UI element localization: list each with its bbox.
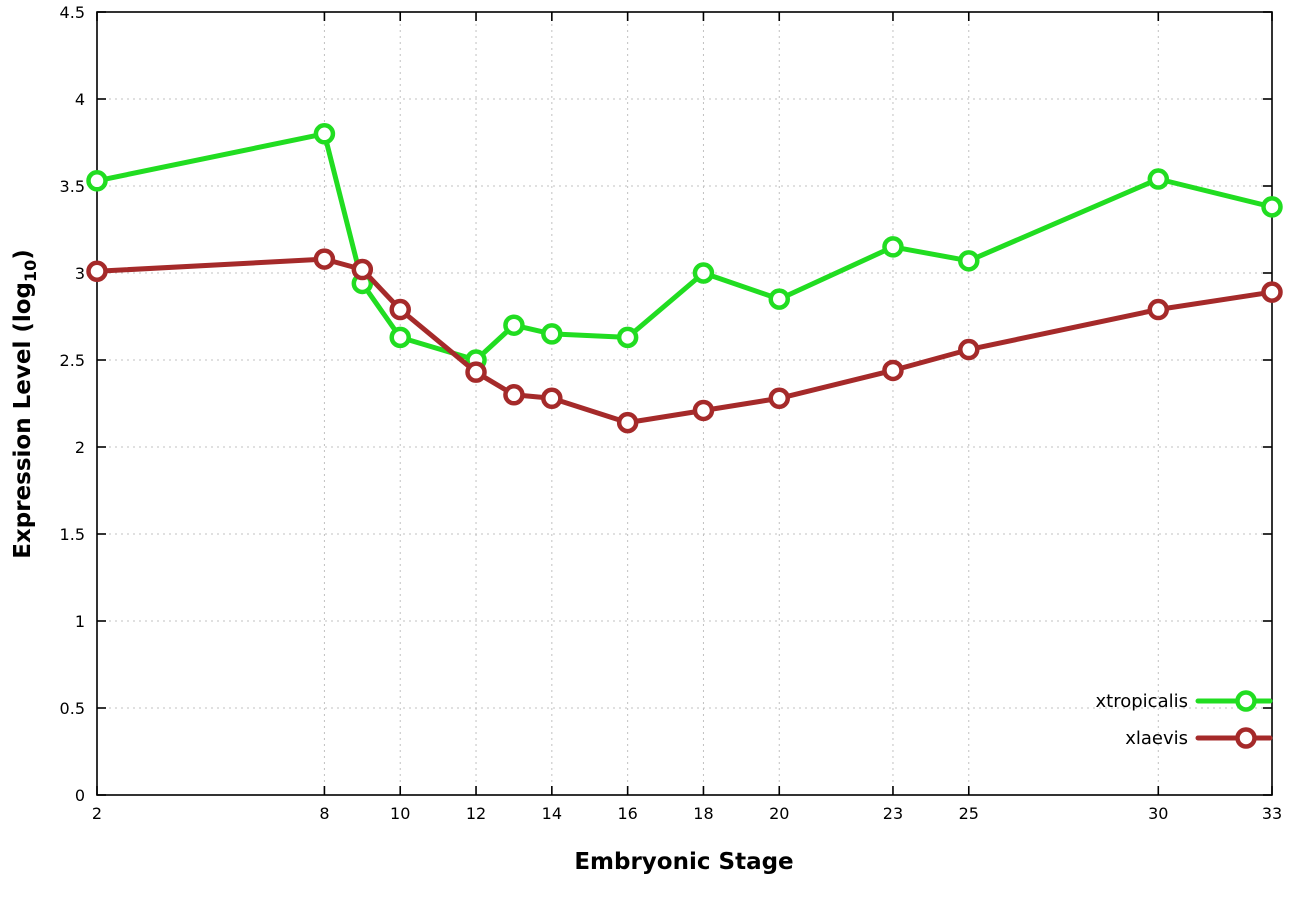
- x-axis-title: Embryonic Stage: [574, 849, 793, 875]
- y-tick-label: 4: [75, 90, 85, 109]
- x-tick-label: 18: [693, 804, 713, 823]
- y-axis-title: Expression Level (log10): [10, 249, 40, 559]
- y-tick-label: 3: [75, 264, 85, 283]
- data-point-xlaevis: [1147, 298, 1170, 321]
- data-point-xlaevis: [958, 338, 980, 361]
- data-point-xlaevis: [541, 387, 563, 410]
- data-point-xtropicalis: [616, 326, 639, 349]
- x-tick-label: 12: [466, 804, 486, 823]
- legend-marker: [1235, 727, 1257, 749]
- data-point-xtropicalis: [389, 326, 411, 349]
- data-point-xlaevis: [882, 359, 904, 382]
- y-tick-label: 3.5: [60, 177, 85, 196]
- x-tick-label: 2: [92, 804, 102, 823]
- x-tick-label: 23: [883, 804, 903, 823]
- x-tick-label: 25: [959, 804, 979, 823]
- legend-entry-xlaevis: xlaevis: [1125, 727, 1273, 749]
- x-tick-label: 8: [319, 804, 329, 823]
- legend-label: xtropicalis: [1096, 691, 1188, 712]
- data-point-xlaevis: [768, 387, 791, 410]
- plot-area: 2 8 10 12 14 16 18 20 23 25 30 33 0 0.5 1 1.5 2 2.5 3 3.5 4 4…: [10, 3, 1283, 823]
- data-point-xtropicalis: [1147, 168, 1170, 190]
- data-point-xlaevis: [503, 384, 525, 406]
- data-point-xtropicalis: [1261, 196, 1283, 218]
- data-point-xtropicalis: [768, 288, 791, 310]
- y-tick-label: 0: [75, 786, 85, 805]
- data-point-xtropicalis: [86, 170, 108, 192]
- data-point-xlaevis: [465, 361, 487, 383]
- series-line-xtropicalis: [94, 131, 1275, 363]
- data-point-xlaevis: [692, 399, 715, 422]
- data-point-xtropicalis: [503, 314, 525, 336]
- plot-border: [96, 11, 1273, 796]
- data-point-xlaevis: [86, 260, 108, 283]
- y-tick-label: 1.5: [60, 525, 85, 544]
- series-line-xlaevis: [94, 256, 1275, 426]
- data-point-xtropicalis: [541, 323, 563, 345]
- legend-label: xlaevis: [1125, 728, 1188, 749]
- y-tick-label: 2: [75, 438, 85, 457]
- y-tick-label: 1: [75, 612, 85, 631]
- x-tick-label: 14: [542, 804, 562, 823]
- data-point-xtropicalis: [692, 262, 715, 284]
- x-tick-label: 33: [1262, 804, 1282, 823]
- data-point-xtropicalis: [882, 236, 904, 258]
- legend-entry-xtropicalis: xtropicalis: [1096, 690, 1273, 712]
- data-point-xlaevis: [389, 298, 411, 321]
- x-tick-label: 30: [1148, 804, 1168, 823]
- x-tick-label: 10: [390, 804, 410, 823]
- data-point-xlaevis: [313, 248, 336, 270]
- y-tick-label: 0.5: [60, 699, 85, 718]
- data-point-xlaevis: [1261, 281, 1283, 303]
- data-point-xlaevis: [616, 411, 639, 434]
- y-tick-label: 2.5: [60, 351, 85, 370]
- y-tick-label: 4.5: [60, 3, 85, 22]
- x-tick-label: 16: [617, 804, 637, 823]
- x-tick-label: 20: [769, 804, 789, 823]
- legend-marker: [1235, 690, 1257, 712]
- data-point-xtropicalis: [958, 250, 980, 272]
- data-point-xtropicalis: [313, 123, 336, 145]
- data-point-xlaevis: [351, 258, 374, 281]
